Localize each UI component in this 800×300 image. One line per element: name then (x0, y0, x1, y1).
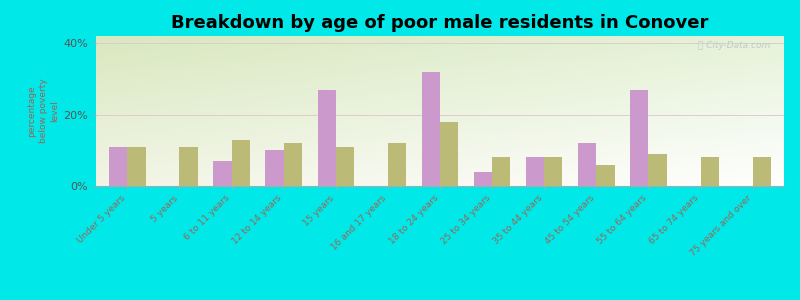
Bar (649, 154, 666, 186)
Bar (526, 158, 544, 186)
Bar (630, 90, 649, 186)
Bar (179, 147, 198, 186)
Bar (753, 158, 771, 186)
Bar (266, 150, 284, 186)
Bar (388, 143, 406, 186)
Bar (109, 147, 127, 186)
Bar (701, 158, 719, 186)
Text: ⓘ City-Data.com: ⓘ City-Data.com (698, 40, 770, 50)
Bar (318, 90, 336, 186)
Bar (336, 147, 354, 186)
Title: Breakdown by age of poor male residents in Conover: Breakdown by age of poor male residents … (171, 14, 709, 32)
Bar (544, 158, 562, 186)
Bar (596, 165, 614, 186)
Bar (231, 140, 250, 186)
Bar (214, 161, 231, 186)
Bar (127, 147, 146, 186)
Bar (422, 72, 440, 186)
Y-axis label: percentage
below poverty
level: percentage below poverty level (27, 79, 59, 143)
Bar (440, 122, 458, 186)
Bar (492, 158, 510, 186)
Bar (474, 172, 492, 186)
Bar (284, 143, 302, 186)
Bar (578, 143, 596, 186)
